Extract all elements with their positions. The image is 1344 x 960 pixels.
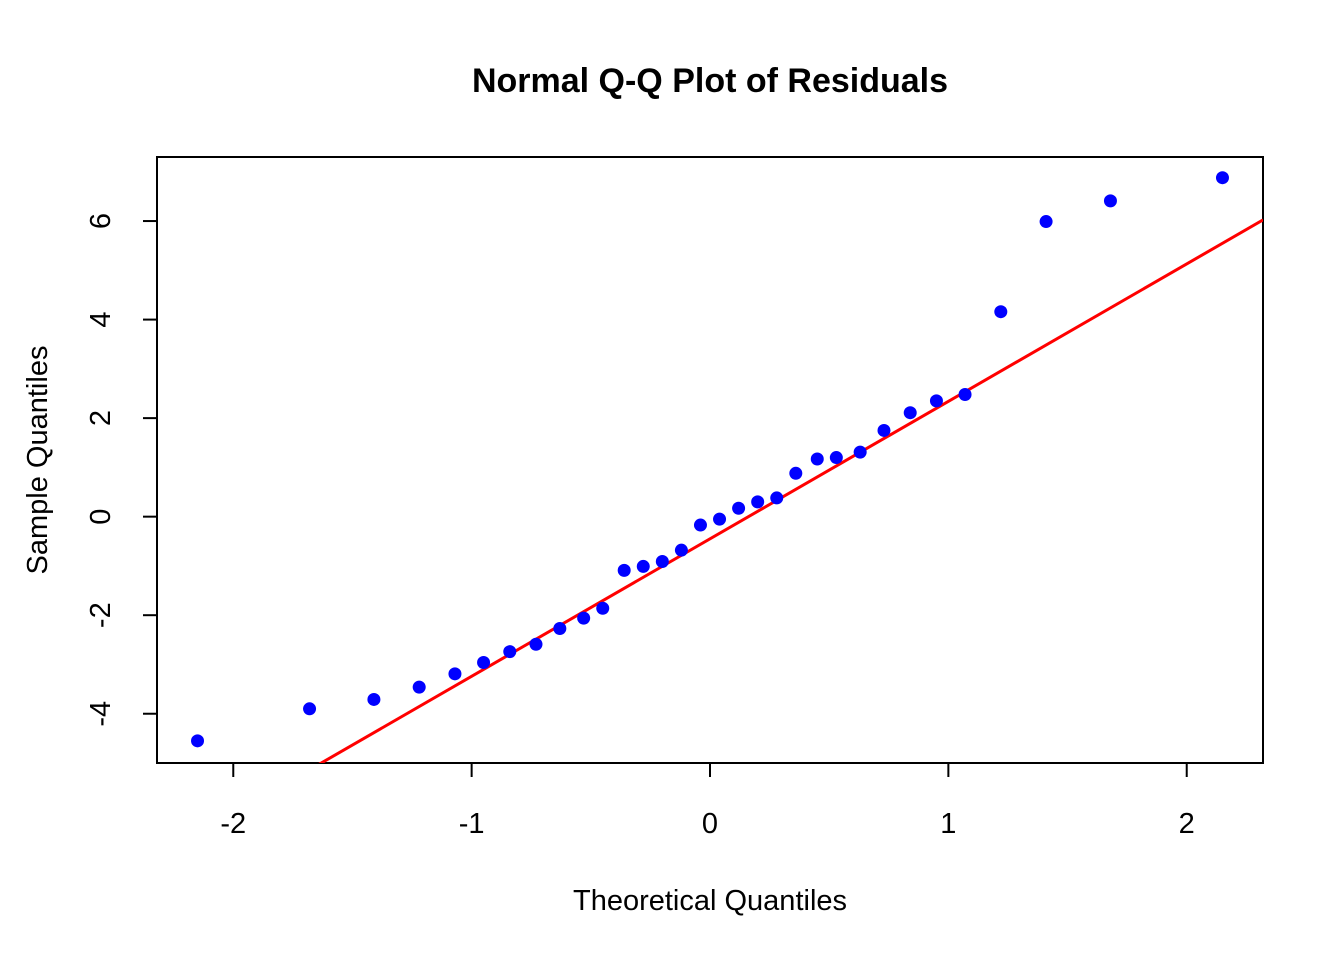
data-point (655, 554, 669, 568)
data-point (853, 445, 867, 459)
data-point (674, 543, 688, 557)
data-point (994, 305, 1008, 319)
data-point (693, 518, 707, 532)
data-point (191, 734, 205, 748)
data-point (529, 637, 543, 651)
data-point (503, 645, 517, 659)
data-point (829, 451, 843, 465)
y-tick-label: -2 (85, 602, 117, 628)
data-point (929, 394, 943, 408)
data-point (789, 466, 803, 480)
data-point (617, 563, 631, 577)
data-point (577, 611, 591, 625)
x-axis: -2 -1 0 1 2 (220, 762, 1195, 840)
y-tick-label: 0 (85, 509, 117, 525)
data-point (303, 702, 317, 716)
y-tick-label: 4 (85, 312, 117, 328)
data-point (1215, 171, 1229, 185)
data-point (732, 501, 746, 515)
data-point (448, 667, 462, 681)
data-point (412, 680, 426, 694)
data-point (751, 495, 765, 509)
data-point (1103, 194, 1117, 208)
x-tick-label: 1 (940, 808, 956, 840)
data-point (958, 387, 972, 401)
y-axis-label: Sample Quantiles (22, 346, 54, 575)
data-point (596, 601, 610, 615)
data-point (877, 423, 891, 437)
y-tick-label: 6 (85, 213, 117, 229)
chart-title: Normal Q-Q Plot of Residuals (472, 62, 948, 100)
y-axis: -4 -2 0 2 4 6 (85, 213, 157, 727)
data-point (810, 452, 824, 466)
x-tick-label: -1 (459, 808, 485, 840)
data-point (553, 621, 567, 635)
data-point (770, 491, 784, 505)
y-tick-label: -4 (85, 701, 117, 727)
data-point (1039, 215, 1053, 229)
x-axis-label: Theoretical Quantiles (573, 885, 847, 917)
x-tick-label: 2 (1179, 808, 1195, 840)
data-point (477, 655, 491, 669)
x-tick-label: -2 (220, 808, 246, 840)
data-point (636, 559, 650, 573)
data-point (903, 406, 917, 420)
x-tick-label: 0 (702, 808, 718, 840)
data-point (367, 692, 381, 706)
reference-line (318, 218, 1263, 763)
plot-frame (156, 156, 1264, 764)
y-tick-label: 2 (85, 410, 117, 426)
data-point (713, 512, 727, 526)
